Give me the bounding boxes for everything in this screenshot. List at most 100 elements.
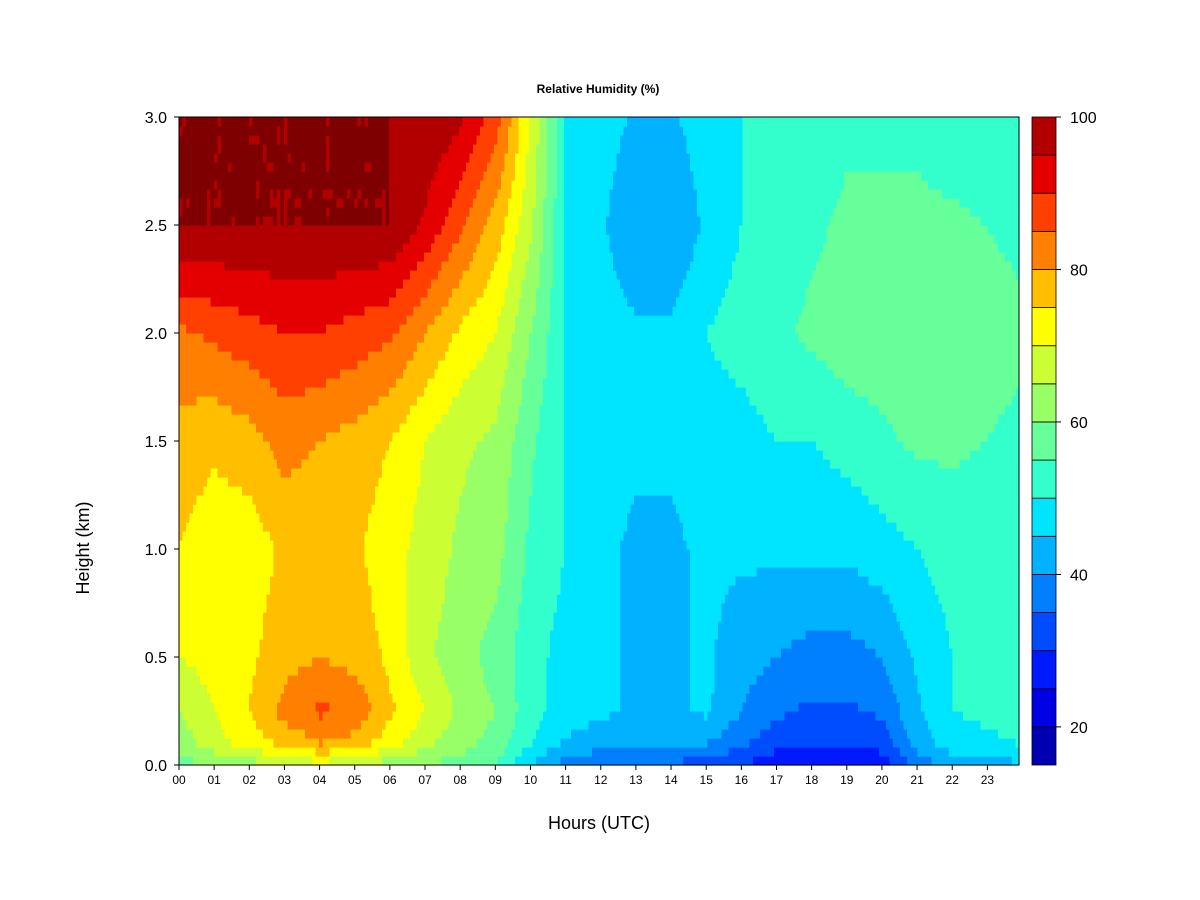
heatmap-cell [340,396,345,406]
heatmap-cell [287,225,292,235]
heatmap-cell [217,315,222,325]
heatmap-cell [357,684,362,694]
heatmap-cell [182,306,187,316]
heatmap-cell [221,522,226,532]
heatmap-cell [357,162,362,172]
heatmap-cell [301,567,306,577]
heatmap-cell [350,360,355,370]
heatmap-cell [326,648,331,658]
heatmap-cell [326,639,331,649]
heatmap-cell [305,684,310,694]
heatmap-cell [347,423,352,433]
heatmap-cell [280,243,285,253]
heatmap-cell [322,603,327,613]
heatmap-cell [417,288,422,298]
heatmap-cell [410,684,415,694]
heatmap-cell [203,288,208,298]
heatmap-cell [350,270,355,280]
heatmap-cell [417,693,422,703]
heatmap-cell [354,306,359,316]
heatmap-cell [420,666,425,676]
heatmap-cell [389,603,394,613]
heatmap-cell [343,729,348,739]
heatmap-cell [389,459,394,469]
heatmap-cell [385,414,390,424]
heatmap-cell [228,630,233,640]
heatmap-cell [396,756,401,766]
heatmap-cell [385,558,390,568]
heatmap-cell [284,189,289,199]
heatmap-cell [193,468,198,478]
heatmap-cell [347,540,352,550]
heatmap-cell [228,414,233,424]
heatmap-cell [354,630,359,640]
heatmap-cell [277,630,282,640]
heatmap-cell [350,333,355,343]
heatmap-cell [298,702,303,712]
heatmap-cell [214,396,219,406]
heatmap-cell [284,441,289,451]
heatmap-cell [312,477,317,487]
heatmap-cell [308,567,313,577]
heatmap-cell [284,207,289,217]
heatmap-cell [228,261,233,271]
heatmap-cell [245,369,250,379]
heatmap-cell [371,495,376,505]
heatmap-cell [249,522,254,532]
heatmap-cell [228,360,233,370]
heatmap-cell [221,279,226,289]
heatmap-cell [382,117,387,127]
heatmap-cell [189,306,194,316]
heatmap-cell [301,252,306,262]
heatmap-cell [319,261,324,271]
heatmap-cell [319,756,324,766]
heatmap-cell [196,657,201,667]
heatmap-cell [329,315,334,325]
heatmap-cell [417,405,422,415]
heatmap-cell [207,324,212,334]
heatmap-cell [238,657,243,667]
heatmap-cell [364,531,369,541]
heatmap-cell [210,675,215,685]
heatmap-cell [406,423,411,433]
heatmap-cell [270,279,275,289]
heatmap-cell [200,477,205,487]
heatmap-cell [399,207,404,217]
heatmap-cell [214,360,219,370]
heatmap-cell [277,432,282,442]
heatmap-cell [396,432,401,442]
heatmap-cell [221,126,226,136]
heatmap-cell [217,351,222,361]
heatmap-cell [193,567,198,577]
heatmap-cell [319,153,324,163]
heatmap-cell [347,225,352,235]
heatmap-cell [308,621,313,631]
heatmap-cell [224,612,229,622]
heatmap-cell [273,558,278,568]
heatmap-cell [389,513,394,523]
heatmap-cell [228,594,233,604]
heatmap-cell [200,126,205,136]
heatmap-cell [287,531,292,541]
heatmap-cell [249,639,254,649]
heatmap-cell [315,720,320,730]
heatmap-cell [354,162,359,172]
heatmap-cell [259,162,264,172]
heatmap-cell [287,666,292,676]
heatmap-cell [263,495,268,505]
heatmap-cell [385,234,390,244]
heatmap-cell [203,198,208,208]
heatmap-cell [182,396,187,406]
heatmap-cell [329,549,334,559]
heatmap-cell [256,495,261,505]
heatmap-cell [259,585,264,595]
heatmap-cell [343,378,348,388]
heatmap-cell [396,162,401,172]
heatmap-cell [403,360,408,370]
heatmap-cell [364,486,369,496]
heatmap-cell [371,423,376,433]
heatmap-cell [378,495,383,505]
heatmap-cell [284,297,289,307]
heatmap-cell [378,729,383,739]
heatmap-cell [298,423,303,433]
